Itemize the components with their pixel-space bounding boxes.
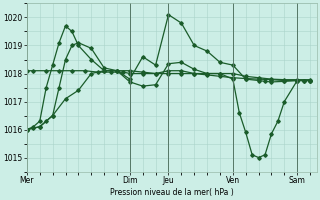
X-axis label: Pression niveau de la mer( hPa ): Pression niveau de la mer( hPa ) [110, 188, 234, 197]
